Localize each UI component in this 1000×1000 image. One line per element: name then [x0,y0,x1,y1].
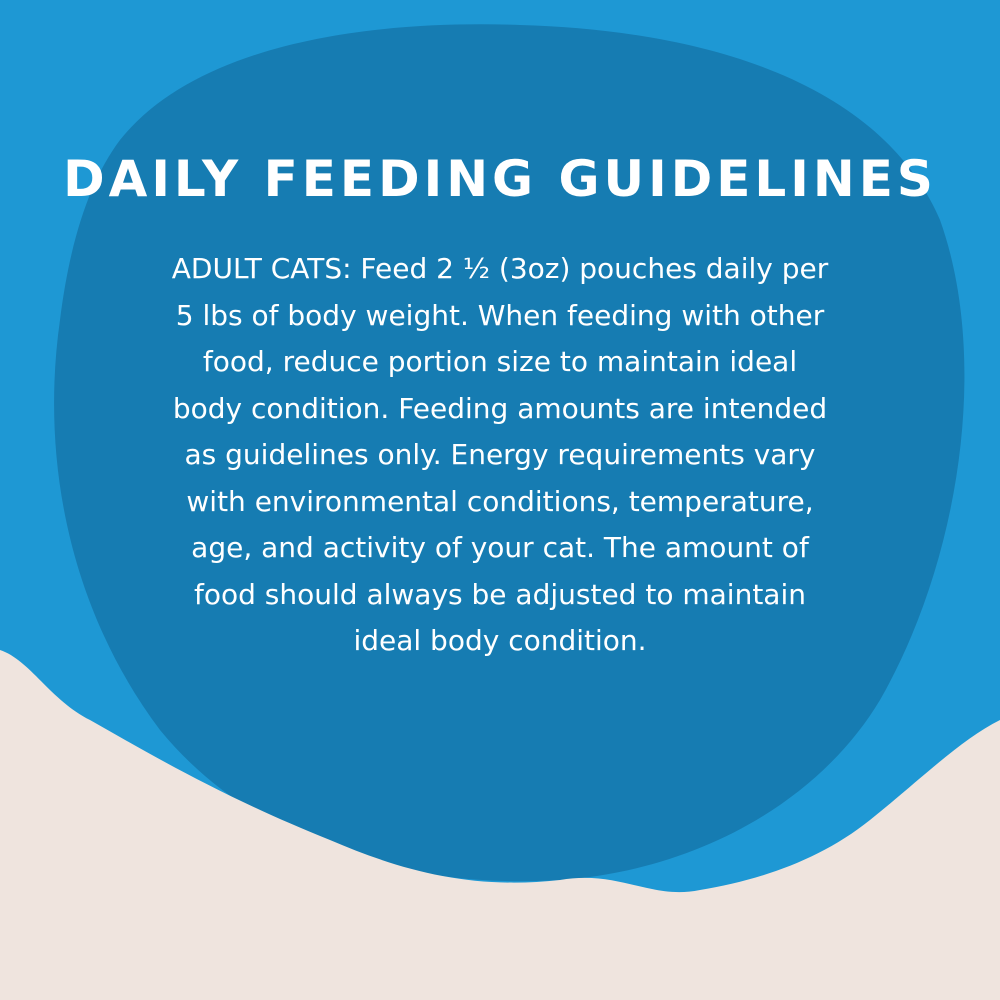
dark-blue-circle [54,24,965,882]
page-title: DAILY FEEDING GUIDELINES [63,150,937,208]
text-line: age, and activity of your cat. The amoun… [191,531,809,564]
sand-ground [0,650,1000,1000]
text-line: ideal body condition. [353,624,647,657]
text-line: body condition. Feeding amounts are inte… [172,391,828,425]
text-line: 5 lbs of body weight. When feeding with … [175,298,825,332]
text-line: as guidelines only. Energy requirements … [184,438,816,471]
text-line: ADULT CATS: Feed 2 ½ (3oz) pouches daily… [171,252,829,285]
text-line: food, reduce portion size to maintain id… [202,345,798,378]
text-line: with environmental conditions, temperatu… [186,484,814,518]
feeding-guidelines-text: ADULT CATS: Feed 2 ½ (3oz) pouches daily… [0,246,1000,665]
text-line: food should always be adjusted to mainta… [194,577,806,611]
